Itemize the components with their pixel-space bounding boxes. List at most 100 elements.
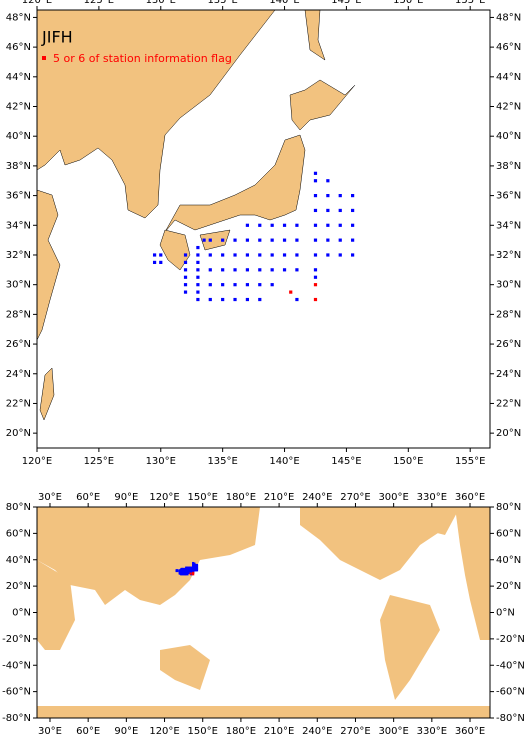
y-tick-label: 40°N xyxy=(6,131,31,142)
station xyxy=(196,268,200,272)
station xyxy=(313,275,318,279)
x-tick-label: 120°E xyxy=(149,726,179,737)
kyushu xyxy=(159,229,191,271)
station xyxy=(351,223,355,227)
station xyxy=(282,253,287,257)
x-tick-label: 210°E xyxy=(264,726,294,737)
station xyxy=(188,566,192,569)
x-tick-label: 120°E xyxy=(22,456,52,467)
taiwan xyxy=(39,367,55,421)
station xyxy=(295,253,299,257)
station xyxy=(258,297,262,302)
x-tick-label: 155°E xyxy=(455,0,485,6)
station xyxy=(195,567,199,571)
station xyxy=(202,238,206,242)
y-tick-label: 0°N xyxy=(12,608,31,619)
station xyxy=(183,567,187,571)
station xyxy=(183,253,188,257)
station xyxy=(258,223,262,227)
station xyxy=(270,238,274,242)
station xyxy=(208,283,212,287)
x-tick-label: 180°E xyxy=(226,492,256,503)
x-tick-label: 180°E xyxy=(226,726,256,737)
station xyxy=(221,253,225,257)
station xyxy=(233,268,237,272)
station xyxy=(270,268,274,272)
station xyxy=(326,238,330,242)
station xyxy=(182,570,185,573)
y-tick-label: -60°N xyxy=(2,687,31,698)
y-tick-label: 44°N xyxy=(6,72,31,83)
station xyxy=(192,566,195,569)
honshu xyxy=(164,134,306,233)
y-tick-label: 20°N xyxy=(6,581,31,592)
station xyxy=(282,268,287,272)
x-tick-label: 240°E xyxy=(302,726,332,737)
x-tick-label: 90°E xyxy=(114,492,138,503)
station xyxy=(233,253,237,257)
station xyxy=(194,569,197,572)
x-tick-label: 140°E xyxy=(269,456,299,467)
station xyxy=(282,238,287,242)
asia-mainland xyxy=(36,9,276,219)
station xyxy=(185,570,188,573)
station xyxy=(192,563,195,567)
station xyxy=(185,573,188,576)
station xyxy=(326,208,330,213)
station xyxy=(178,569,181,572)
x-tick-label: 135°E xyxy=(207,0,237,6)
x-tick-label: 150°E xyxy=(393,456,423,467)
x-tick-label: 270°E xyxy=(340,492,370,503)
station xyxy=(313,223,318,227)
station xyxy=(351,238,355,242)
legend-label: 5 or 6 of station information flag xyxy=(53,52,232,65)
y-tick-label: 20°N xyxy=(496,428,521,439)
station xyxy=(186,571,189,575)
greenland xyxy=(410,507,460,535)
station xyxy=(183,573,187,576)
flagged-station xyxy=(192,573,195,576)
station xyxy=(181,570,184,573)
station xyxy=(187,571,190,575)
station xyxy=(188,567,192,571)
station xyxy=(185,566,188,569)
y-tick-label: 24°N xyxy=(6,369,31,380)
station xyxy=(338,208,342,213)
x-tick-label: 125°E xyxy=(84,0,114,6)
antarctica xyxy=(37,706,490,718)
land-world xyxy=(37,507,490,718)
station xyxy=(186,566,189,569)
station xyxy=(295,297,299,302)
station xyxy=(185,571,188,575)
y-tick-label: 20°N xyxy=(496,581,521,592)
station xyxy=(186,567,189,571)
station xyxy=(192,570,195,573)
y-tick-label: 42°N xyxy=(496,102,521,113)
y-tick-label: -20°N xyxy=(496,634,525,645)
y-tick-label: -20°N xyxy=(2,634,31,645)
station xyxy=(193,563,196,567)
x-tick-label: 145°E xyxy=(331,0,361,6)
y-tick-label: 38°N xyxy=(496,161,521,172)
x-tick-label: 130°E xyxy=(146,0,176,6)
station xyxy=(313,179,318,183)
station xyxy=(208,297,212,302)
y-tick-label: 46°N xyxy=(496,42,521,53)
station xyxy=(192,565,195,568)
station xyxy=(188,569,192,572)
station xyxy=(176,569,179,572)
station xyxy=(196,283,200,287)
station xyxy=(159,253,163,257)
station xyxy=(258,253,262,257)
y-tick-label: 30°N xyxy=(6,280,31,291)
hokkaido xyxy=(289,79,356,131)
station xyxy=(221,268,225,272)
north-america xyxy=(300,507,450,580)
station xyxy=(326,253,330,257)
station xyxy=(313,238,318,242)
y-tick-label: 22°N xyxy=(6,398,31,409)
station xyxy=(181,571,184,575)
station xyxy=(196,275,200,279)
station xyxy=(326,223,330,227)
station xyxy=(196,260,200,265)
